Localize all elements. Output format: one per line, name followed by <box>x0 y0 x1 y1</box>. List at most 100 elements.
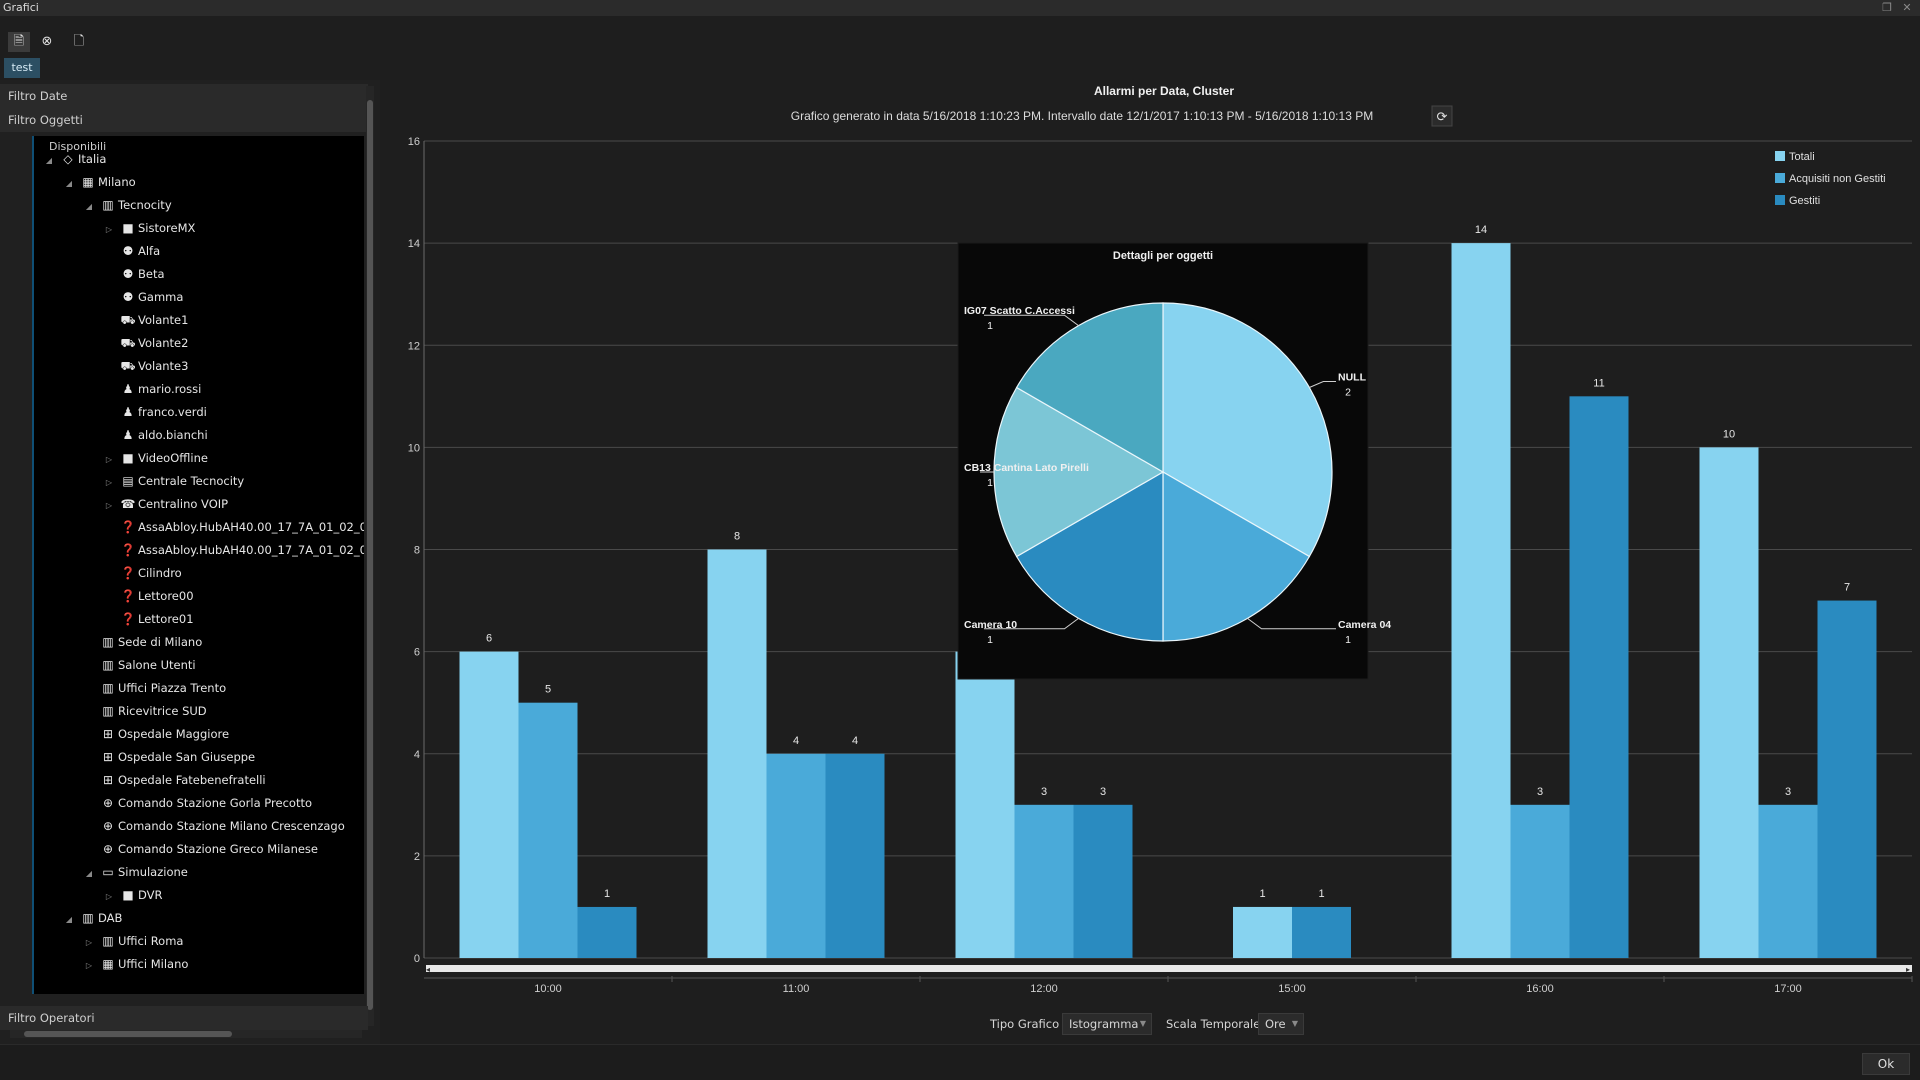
expand-arrow-icon[interactable]: ▷ <box>105 892 113 901</box>
chart-type-dropdown[interactable]: Istogramma ▼ <box>1062 1013 1152 1035</box>
filter-date-header[interactable]: Filtro Date <box>0 84 368 108</box>
pie-slice[interactable] <box>1015 470 1164 642</box>
tree-item[interactable]: ◢ ▦ Milano <box>60 171 136 194</box>
expand-arrow-icon[interactable]: ▷ <box>85 961 93 970</box>
tree-item[interactable]: ⊞ Ospedale Fatebenefratelli <box>80 769 266 792</box>
tree-item-label: Alfa <box>138 244 161 258</box>
scroll-left-icon[interactable]: ◂ <box>426 965 430 974</box>
bar[interactable] <box>1014 804 1074 958</box>
tree-item[interactable]: ⊕ Comando Stazione Gorla Precotto <box>80 792 312 815</box>
tree-item[interactable]: ▥ Salone Utenti <box>80 654 195 677</box>
tree-item[interactable]: ◢ ◇ Italia <box>40 148 106 171</box>
scroll-thumb[interactable] <box>24 1031 232 1037</box>
tree-item[interactable]: ♟ aldo.bianchi <box>100 424 208 447</box>
bar[interactable] <box>459 651 519 958</box>
pie-slice[interactable] <box>1162 470 1311 642</box>
chart-scrollbar[interactable] <box>426 965 1912 972</box>
bar[interactable] <box>955 651 1015 958</box>
time-scale-dropdown[interactable]: Ore ▼ <box>1258 1013 1304 1035</box>
bar[interactable] <box>1073 804 1133 958</box>
bar[interactable] <box>1233 906 1292 958</box>
refresh-button-frame[interactable] <box>1431 105 1453 127</box>
tree-item[interactable]: ▥ Ricevitrice SUD <box>80 700 206 723</box>
collapse-arrow-icon[interactable]: ◢ <box>65 179 73 188</box>
scroll-right-icon[interactable]: ▸ <box>1906 965 1910 974</box>
tree-item[interactable]: ▥ Uffici Piazza Trento <box>80 677 226 700</box>
tree-item[interactable]: ⛟ Volante2 <box>100 332 188 355</box>
tree-item[interactable]: ◢ ▭ Simulazione <box>80 861 188 884</box>
time-scale-label: Scala Temporale <box>1166 1017 1261 1031</box>
tree-item[interactable]: ❓ AssaAbloy.HubAH40.00_17_7A_01_02_0 <box>100 539 364 562</box>
restore-icon[interactable]: ❐ <box>1882 1 1892 14</box>
expand-arrow-icon[interactable]: ▷ <box>105 501 113 510</box>
bar[interactable] <box>1510 804 1570 958</box>
bar[interactable] <box>825 753 885 958</box>
bar[interactable] <box>1569 396 1629 958</box>
left-horizontal-scrollbar[interactable] <box>10 1030 362 1038</box>
data-label: 14 <box>1475 224 1487 236</box>
tree-item[interactable]: ❓ Lettore01 <box>100 608 194 631</box>
print-document-icon[interactable]: 🗋 <box>73 34 85 49</box>
tree-item[interactable]: ▷ ■ DVR <box>100 884 163 907</box>
bar[interactable] <box>1699 447 1759 958</box>
tree-item[interactable]: ▷ ▤ Centrale Tecnocity <box>100 470 244 493</box>
bar[interactable] <box>1451 243 1511 958</box>
tree-item[interactable]: ⚉ Gamma <box>100 286 184 309</box>
data-label: 6 <box>486 633 492 645</box>
tree-item[interactable]: ⛟ Volante3 <box>100 355 188 378</box>
expand-arrow-icon[interactable]: ▷ <box>105 225 113 234</box>
tree-item[interactable]: ♟ mario.rossi <box>100 378 202 401</box>
export-document-icon[interactable]: 🗎 <box>8 32 30 52</box>
tree-item-label: Comando Stazione Gorla Precotto <box>118 796 313 810</box>
collapse-arrow-icon[interactable]: ◢ <box>65 915 73 924</box>
tree-item[interactable]: ❓ Lettore00 <box>100 585 194 608</box>
filter-operators-header[interactable]: Filtro Operatori <box>0 1006 368 1030</box>
close-icon[interactable]: ✕ <box>1902 1 1912 14</box>
tree-item-label: mario.rossi <box>138 382 202 396</box>
bar[interactable] <box>518 702 578 958</box>
tree-item[interactable]: ▷ ■ VideoOffline <box>100 447 208 470</box>
refresh-icon[interactable]: ⟳ <box>1437 109 1448 124</box>
bar[interactable] <box>1817 600 1877 958</box>
tree-item[interactable]: ⊞ Ospedale Maggiore <box>80 723 229 746</box>
tree-item[interactable]: ◢ ▥ Tecnocity <box>80 194 172 217</box>
tree-item[interactable]: ▷ ☎ Centralino VOIP <box>100 493 228 516</box>
tree-item[interactable]: ▷ ▥ Uffici Roma <box>80 930 184 953</box>
tree-item[interactable]: ▥ Sede di Milano <box>80 631 202 654</box>
tree-item[interactable]: ♟ franco.verdi <box>100 401 207 424</box>
bar[interactable] <box>707 549 767 959</box>
tree-item[interactable]: ⊞ Ospedale San Giuseppe <box>80 746 255 769</box>
tree-item[interactable]: ▷ ▦ Uffici Milano <box>80 953 188 976</box>
bar[interactable] <box>1292 906 1351 958</box>
tree-item[interactable]: ⛟ Volante1 <box>100 309 188 332</box>
pie-slice[interactable] <box>993 386 1165 558</box>
expand-arrow-icon[interactable]: ▷ <box>105 478 113 487</box>
tree-item[interactable]: ❓ Cilindro <box>100 562 182 585</box>
refresh-button[interactable]: ⟳ <box>1431 105 1453 127</box>
tree-item[interactable]: ▷ ■ SistoreMX <box>100 217 195 240</box>
bar[interactable] <box>1758 804 1818 958</box>
tree-item[interactable]: ◢ ▥ DAB <box>60 907 123 930</box>
collapse-arrow-icon[interactable]: ◢ <box>85 202 93 211</box>
scroll-thumb[interactable] <box>367 100 373 1010</box>
shield-icon: ⊕ <box>102 819 114 833</box>
tree-item[interactable]: ⚉ Beta <box>100 263 165 286</box>
tree-item[interactable]: ❓ AssaAbloy.HubAH40.00_17_7A_01_02_0 <box>100 516 364 539</box>
close-circle-icon[interactable]: ⊗ <box>41 34 53 49</box>
collapse-arrow-icon[interactable]: ◢ <box>85 869 93 878</box>
bar[interactable] <box>577 906 637 958</box>
ok-button[interactable]: Ok <box>1862 1053 1910 1075</box>
pie-slice[interactable] <box>1015 302 1164 474</box>
pie-slice[interactable] <box>1162 302 1333 558</box>
expand-arrow-icon[interactable]: ▷ <box>85 938 93 947</box>
expand-arrow-icon[interactable]: ▷ <box>105 455 113 464</box>
bar[interactable] <box>766 753 826 958</box>
car-icon: ⛟ <box>120 313 136 327</box>
left-vertical-scrollbar[interactable] <box>366 86 374 1026</box>
tree-item[interactable]: ⊕ Comando Stazione Milano Crescenzago <box>80 815 345 838</box>
filter-objects-header[interactable]: Filtro Oggetti <box>0 108 368 132</box>
tree-item[interactable]: ⊕ Comando Stazione Greco Milanese <box>80 838 318 861</box>
tab-test[interactable]: test <box>4 58 40 78</box>
tree-item[interactable]: ⚉ Alfa <box>100 240 161 263</box>
collapse-arrow-icon[interactable]: ◢ <box>45 156 53 165</box>
